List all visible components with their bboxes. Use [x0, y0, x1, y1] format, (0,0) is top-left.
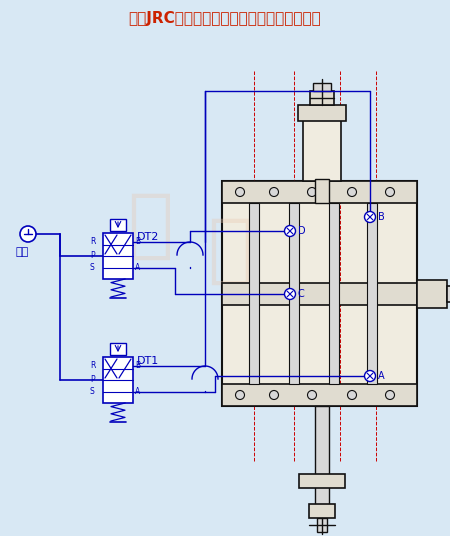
Text: 气源: 气源: [16, 247, 29, 257]
Text: P: P: [90, 376, 94, 384]
Circle shape: [235, 391, 244, 399]
Text: 玖: 玖: [127, 189, 173, 263]
Text: S: S: [90, 264, 95, 272]
Circle shape: [347, 391, 356, 399]
Text: C: C: [298, 289, 305, 299]
Bar: [103, 357, 133, 403]
Bar: [249, 203, 259, 384]
Circle shape: [386, 188, 395, 197]
Text: B: B: [378, 212, 385, 222]
Circle shape: [20, 226, 36, 242]
Bar: [329, 203, 339, 384]
Bar: [447, 286, 450, 302]
Circle shape: [364, 212, 375, 222]
Bar: [103, 233, 133, 279]
Bar: [298, 105, 346, 121]
Bar: [313, 83, 331, 91]
Text: D: D: [298, 226, 306, 236]
Text: DT1: DT1: [137, 356, 159, 366]
Circle shape: [307, 188, 316, 197]
Bar: [309, 504, 335, 518]
Text: A: A: [378, 371, 385, 381]
Circle shape: [284, 288, 296, 300]
Bar: [222, 283, 417, 305]
Text: P: P: [90, 251, 94, 260]
Bar: [317, 518, 327, 532]
Circle shape: [347, 188, 356, 197]
Text: B: B: [135, 361, 140, 370]
Text: S: S: [90, 388, 95, 397]
Text: B: B: [135, 237, 140, 247]
Text: R: R: [90, 237, 95, 247]
Circle shape: [386, 391, 395, 399]
Circle shape: [235, 188, 244, 197]
Bar: [367, 203, 377, 384]
Bar: [222, 181, 417, 203]
Text: A: A: [135, 388, 140, 397]
Circle shape: [270, 188, 279, 197]
Text: 玖容JRC总行程可调型气液增压缸气路连接图: 玖容JRC总行程可调型气液增压缸气路连接图: [129, 11, 321, 26]
Bar: [110, 219, 126, 231]
Bar: [222, 181, 417, 406]
Bar: [299, 474, 345, 488]
Text: A: A: [135, 264, 140, 272]
Text: R: R: [90, 361, 95, 370]
Bar: [310, 91, 334, 105]
Circle shape: [307, 391, 316, 399]
Bar: [289, 203, 299, 384]
Circle shape: [270, 391, 279, 399]
Bar: [315, 406, 329, 476]
Bar: [110, 343, 126, 355]
Text: DT2: DT2: [137, 232, 159, 242]
Circle shape: [364, 370, 375, 382]
Bar: [315, 486, 329, 506]
Bar: [417, 280, 447, 308]
Text: 容: 容: [207, 214, 253, 288]
Bar: [222, 384, 417, 406]
Bar: [315, 179, 329, 203]
Bar: [303, 109, 341, 181]
Circle shape: [284, 226, 296, 236]
